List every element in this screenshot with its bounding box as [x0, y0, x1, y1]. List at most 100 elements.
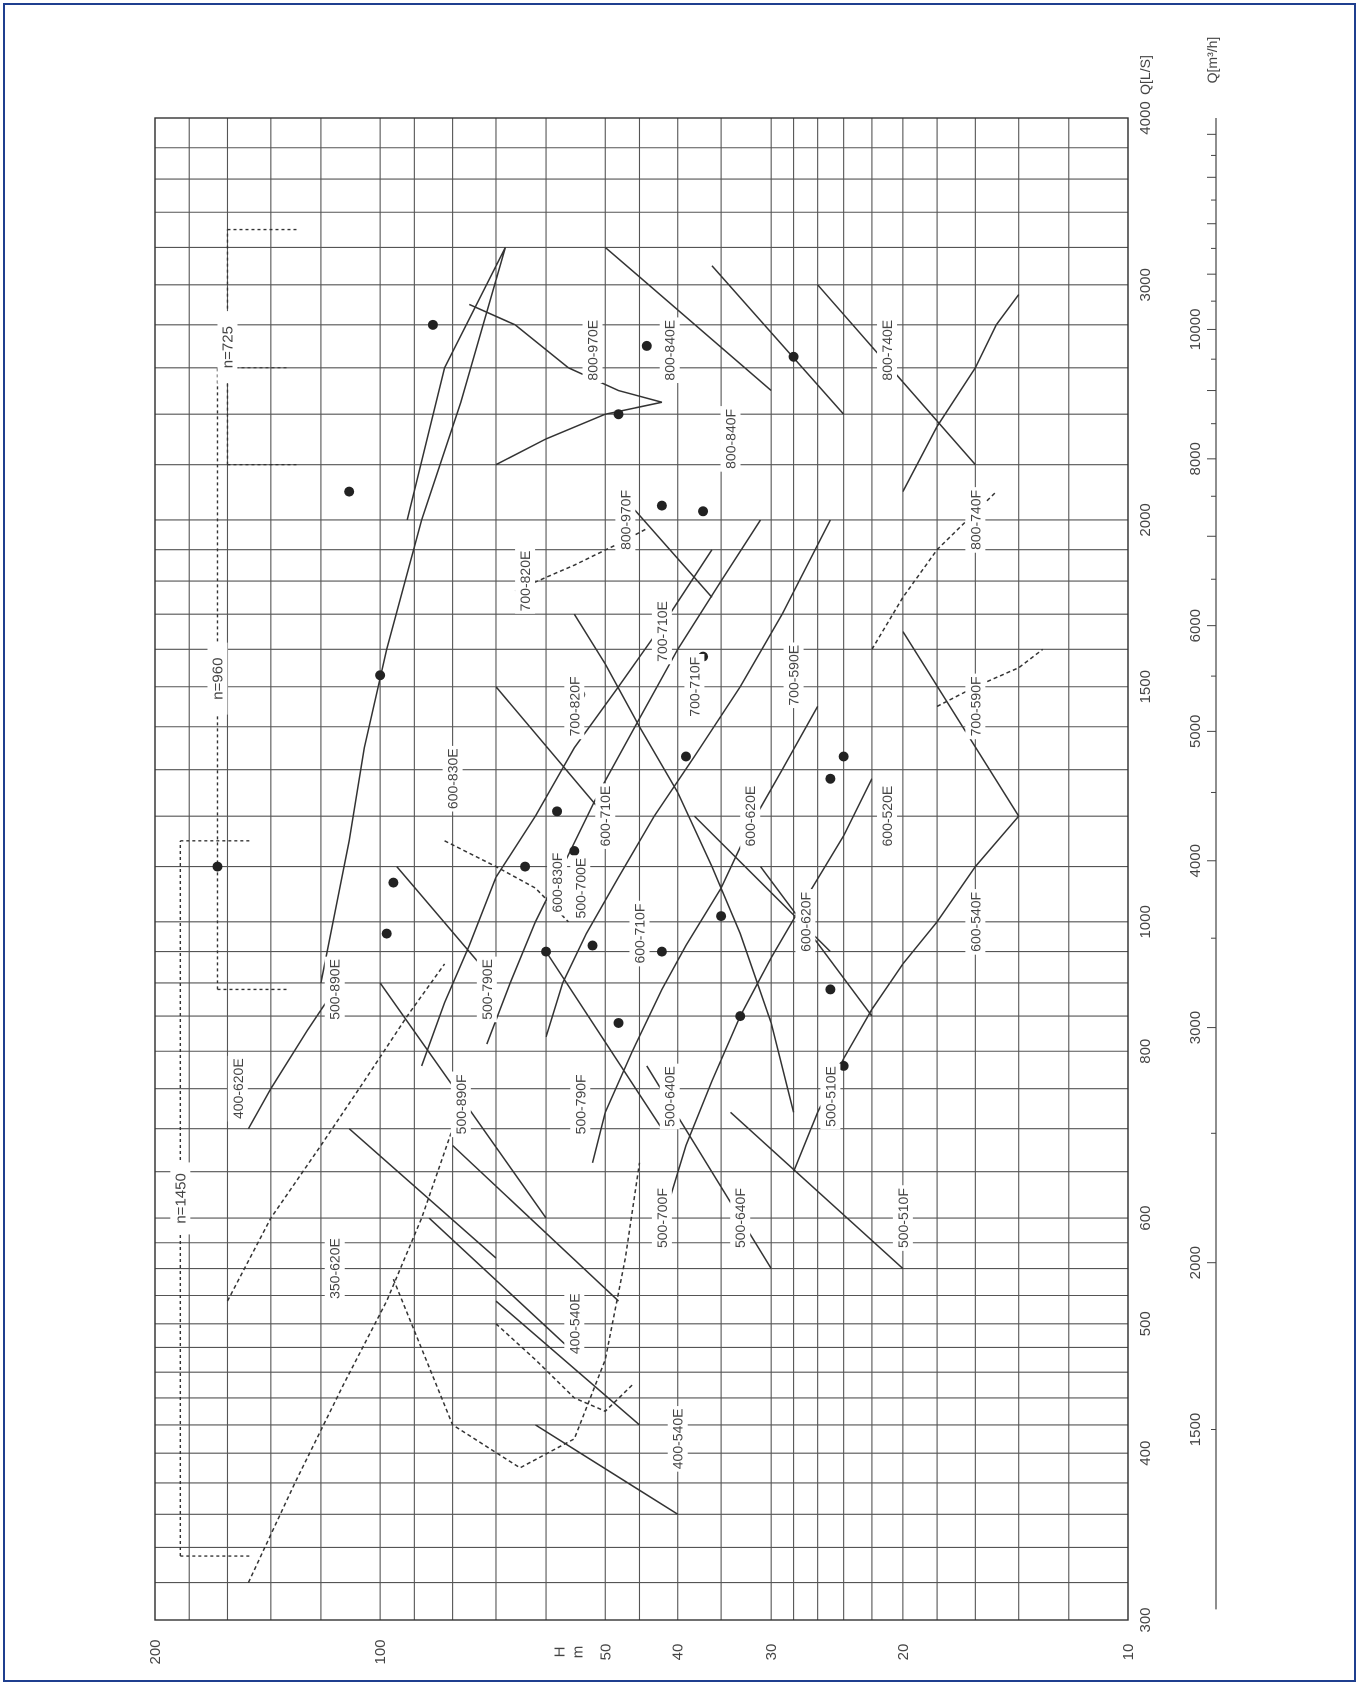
pump-range-curve [573, 613, 795, 1113]
pump-range-curve [545, 519, 832, 1038]
pump-range-curve [902, 294, 1020, 492]
model-label: 400-540E [670, 1409, 686, 1470]
model-label: 800-740E [879, 320, 895, 381]
bep-point [613, 409, 624, 420]
h-tick-label: 10 [1120, 1644, 1137, 1661]
model-label: 500-790E [479, 959, 495, 1020]
model-label: 700-710F [686, 657, 702, 717]
model-label: 500-890E [327, 959, 343, 1020]
model-label: 500-640E [662, 1066, 678, 1127]
model-label: 800-970F [617, 490, 633, 550]
bep-point [569, 845, 580, 856]
model-label-bg [965, 889, 986, 955]
bep-point [680, 751, 691, 762]
bep-point [825, 773, 836, 784]
model-label: 800-840F [723, 409, 739, 469]
model-label-bg [324, 1235, 345, 1302]
h-axis-label: H [551, 1647, 568, 1658]
h-tick-label: 40 [670, 1644, 687, 1661]
bep-point [716, 911, 727, 922]
pump-boundary-line [730, 1111, 904, 1270]
model-label-bg [615, 487, 636, 553]
model-label-bg [570, 855, 591, 921]
speed-band-label-bg [170, 1162, 191, 1235]
model-label-bg [227, 1055, 248, 1122]
q-ls-tick-label: 600 [1137, 1206, 1154, 1231]
model-label-bg [740, 783, 761, 849]
chart-grid [154, 117, 1217, 1621]
bep-point [613, 1017, 624, 1028]
pump-boundary-line [545, 951, 663, 1130]
q-m3h-tick-label: 4000 [1187, 844, 1204, 877]
q-ls-tick-label: 3000 [1137, 268, 1154, 301]
model-label-bg [651, 598, 672, 665]
model-label-bg [442, 745, 463, 812]
model-label-bg [965, 487, 986, 553]
bep-point [552, 806, 563, 817]
model-label-bg [651, 1185, 672, 1251]
model-label: 700-710E [654, 601, 670, 662]
model-label: 500-700F [654, 1188, 670, 1248]
pump-range-curve [591, 706, 819, 1163]
pump-boundary-line [759, 866, 873, 1017]
h-tick-label: 20 [895, 1644, 912, 1661]
q-ls-axis-label: Q[L/S] [1137, 55, 1153, 95]
model-label: 500-640F [732, 1188, 748, 1248]
model-label-bg [877, 783, 898, 849]
model-label: 400-540E [566, 1293, 582, 1354]
q-m3h-tick-label: 6000 [1187, 609, 1204, 642]
q-m3h-tick-label: 5000 [1187, 715, 1204, 748]
pump-boundary-line [452, 1144, 620, 1302]
pump-boundary-line [604, 246, 772, 392]
pump-range-curve [226, 963, 446, 1302]
chart-frame [3, 3, 1356, 1682]
model-label: 600-520E [879, 786, 895, 847]
q-m3h-tick-label: 8000 [1187, 442, 1204, 475]
model-label: 700-820F [566, 676, 582, 736]
model-label: 400-620E [230, 1058, 246, 1119]
pump-range-curve [871, 491, 997, 650]
speed-band-label-bg [217, 311, 238, 384]
model-label-bg [730, 1185, 751, 1251]
pump-range-curve [468, 303, 663, 466]
q-m3h-tick-label: 10000 [1187, 309, 1204, 351]
q-ls-tick-label: 4000 [1137, 101, 1154, 134]
model-label-bg [783, 642, 804, 709]
model-label: 500-510E [822, 1066, 838, 1127]
bep-point [587, 940, 598, 951]
model-label: 600-830E [445, 748, 461, 809]
model-label-bg [659, 1063, 680, 1130]
model-label-bg [564, 1290, 585, 1357]
model-label-bg [667, 1406, 688, 1472]
pump-boundary-line [428, 1217, 569, 1349]
model-label-bg [965, 673, 986, 740]
pump-range-curves [179, 228, 1044, 1583]
bep-point [212, 861, 223, 872]
model-label: 700-590F [967, 676, 983, 736]
bep-point [427, 319, 438, 330]
bep-point [825, 984, 836, 995]
bep-points [212, 319, 849, 1071]
model-label: 600-620F [797, 892, 813, 952]
model-label: 500-510F [895, 1188, 911, 1248]
pump-boundary-line [348, 1128, 497, 1259]
h-tick-label: 30 [763, 1644, 780, 1661]
pump-range-curve [936, 648, 1044, 708]
model-label: 600-830F [549, 853, 565, 913]
bep-point [388, 877, 399, 888]
pump-boundary-line [495, 686, 606, 817]
model-label-bg [547, 849, 568, 916]
model-label: 600-710E [597, 786, 613, 847]
model-label-bg [795, 889, 816, 955]
h-axis-unit: m [569, 1646, 586, 1659]
model-label: 800-970E [585, 320, 601, 381]
model-label-bg [324, 956, 345, 1023]
model-label-bg [877, 317, 898, 384]
bep-point [344, 486, 355, 497]
model-label-bg [892, 1185, 913, 1251]
bep-point [520, 861, 531, 872]
q-ls-tick-label: 1500 [1137, 670, 1154, 703]
pump-range-curve [669, 778, 873, 1200]
model-label: 700-590E [786, 645, 802, 706]
q-ls-tick-label: 2000 [1137, 503, 1154, 536]
